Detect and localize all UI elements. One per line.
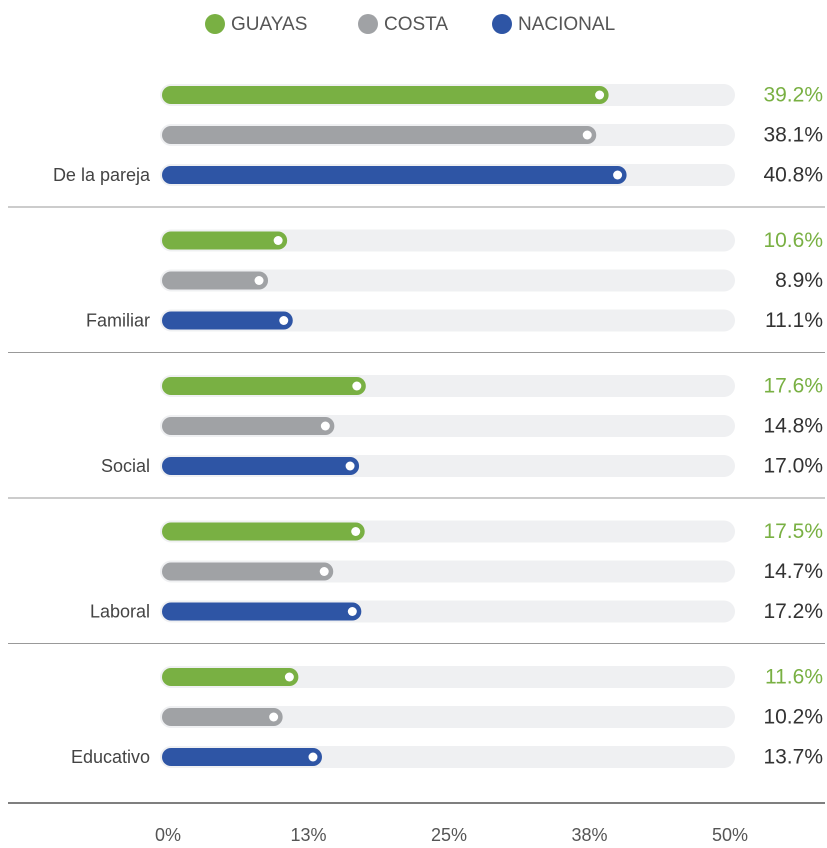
bar-track bbox=[160, 666, 735, 688]
category-label: Familiar bbox=[86, 310, 150, 330]
value-label: 39.2% bbox=[763, 84, 823, 107]
bar-dot bbox=[254, 276, 264, 285]
legend-swatch bbox=[205, 14, 225, 34]
value-label: 40.8% bbox=[763, 164, 823, 187]
value-label: 10.6% bbox=[763, 229, 823, 252]
value-label: 17.2% bbox=[763, 600, 823, 623]
value-label: 17.5% bbox=[763, 520, 823, 543]
bar bbox=[162, 231, 288, 250]
legend-swatch bbox=[492, 14, 512, 34]
bar-dot bbox=[347, 607, 357, 616]
category-label: Social bbox=[101, 456, 150, 476]
value-label: 14.8% bbox=[763, 415, 823, 438]
bar bbox=[162, 668, 299, 686]
bar bbox=[162, 126, 597, 144]
bar-dot bbox=[613, 170, 623, 180]
value-label: 17.0% bbox=[763, 455, 823, 478]
value-label: 17.6% bbox=[763, 375, 823, 398]
bar bbox=[162, 86, 609, 104]
value-label: 10.2% bbox=[763, 706, 823, 729]
bar-dot bbox=[345, 461, 355, 471]
legend-label: COSTA bbox=[384, 14, 448, 35]
value-label: 38.1% bbox=[763, 124, 823, 147]
category-label: De la pareja bbox=[53, 165, 151, 185]
bar bbox=[162, 708, 283, 726]
bar bbox=[162, 748, 322, 766]
bar-dot bbox=[319, 567, 329, 576]
value-label: 14.7% bbox=[763, 560, 823, 583]
bar bbox=[162, 522, 365, 541]
x-tick-label: 13% bbox=[290, 825, 326, 845]
bar bbox=[162, 457, 360, 475]
legend-label: GUAYAS bbox=[231, 14, 307, 35]
bar bbox=[162, 271, 269, 290]
value-label: 13.7% bbox=[763, 746, 823, 769]
x-tick-label: 25% bbox=[431, 825, 467, 845]
value-label: 11.6% bbox=[765, 666, 823, 689]
bar-dot bbox=[595, 90, 605, 100]
bar bbox=[162, 602, 362, 621]
bar bbox=[162, 311, 293, 330]
bar-dot bbox=[352, 381, 362, 391]
bar-dot bbox=[273, 236, 283, 245]
bar bbox=[162, 377, 366, 395]
bar bbox=[162, 166, 627, 184]
category-label: Educativo bbox=[71, 747, 150, 767]
value-label: 8.9% bbox=[775, 269, 823, 292]
bar-dot bbox=[279, 316, 289, 325]
value-label: 11.1% bbox=[765, 309, 823, 332]
bar bbox=[162, 417, 335, 435]
bar-dot bbox=[582, 130, 592, 140]
bar-track bbox=[160, 269, 735, 292]
bar-dot bbox=[320, 421, 330, 431]
bar-dot bbox=[269, 712, 279, 722]
legend-swatch bbox=[358, 14, 378, 34]
bar-dot bbox=[284, 672, 294, 682]
bar-dot bbox=[308, 752, 318, 762]
bar-dot bbox=[351, 527, 361, 536]
bar bbox=[162, 562, 334, 581]
bar-track bbox=[160, 309, 735, 332]
bar-track bbox=[160, 706, 735, 728]
x-tick-label: 50% bbox=[712, 825, 748, 845]
category-label: Laboral bbox=[90, 601, 150, 621]
x-tick-label: 0% bbox=[155, 825, 181, 845]
x-tick-label: 38% bbox=[571, 825, 607, 845]
bar-track bbox=[160, 229, 735, 252]
legend-label: NACIONAL bbox=[518, 14, 615, 35]
